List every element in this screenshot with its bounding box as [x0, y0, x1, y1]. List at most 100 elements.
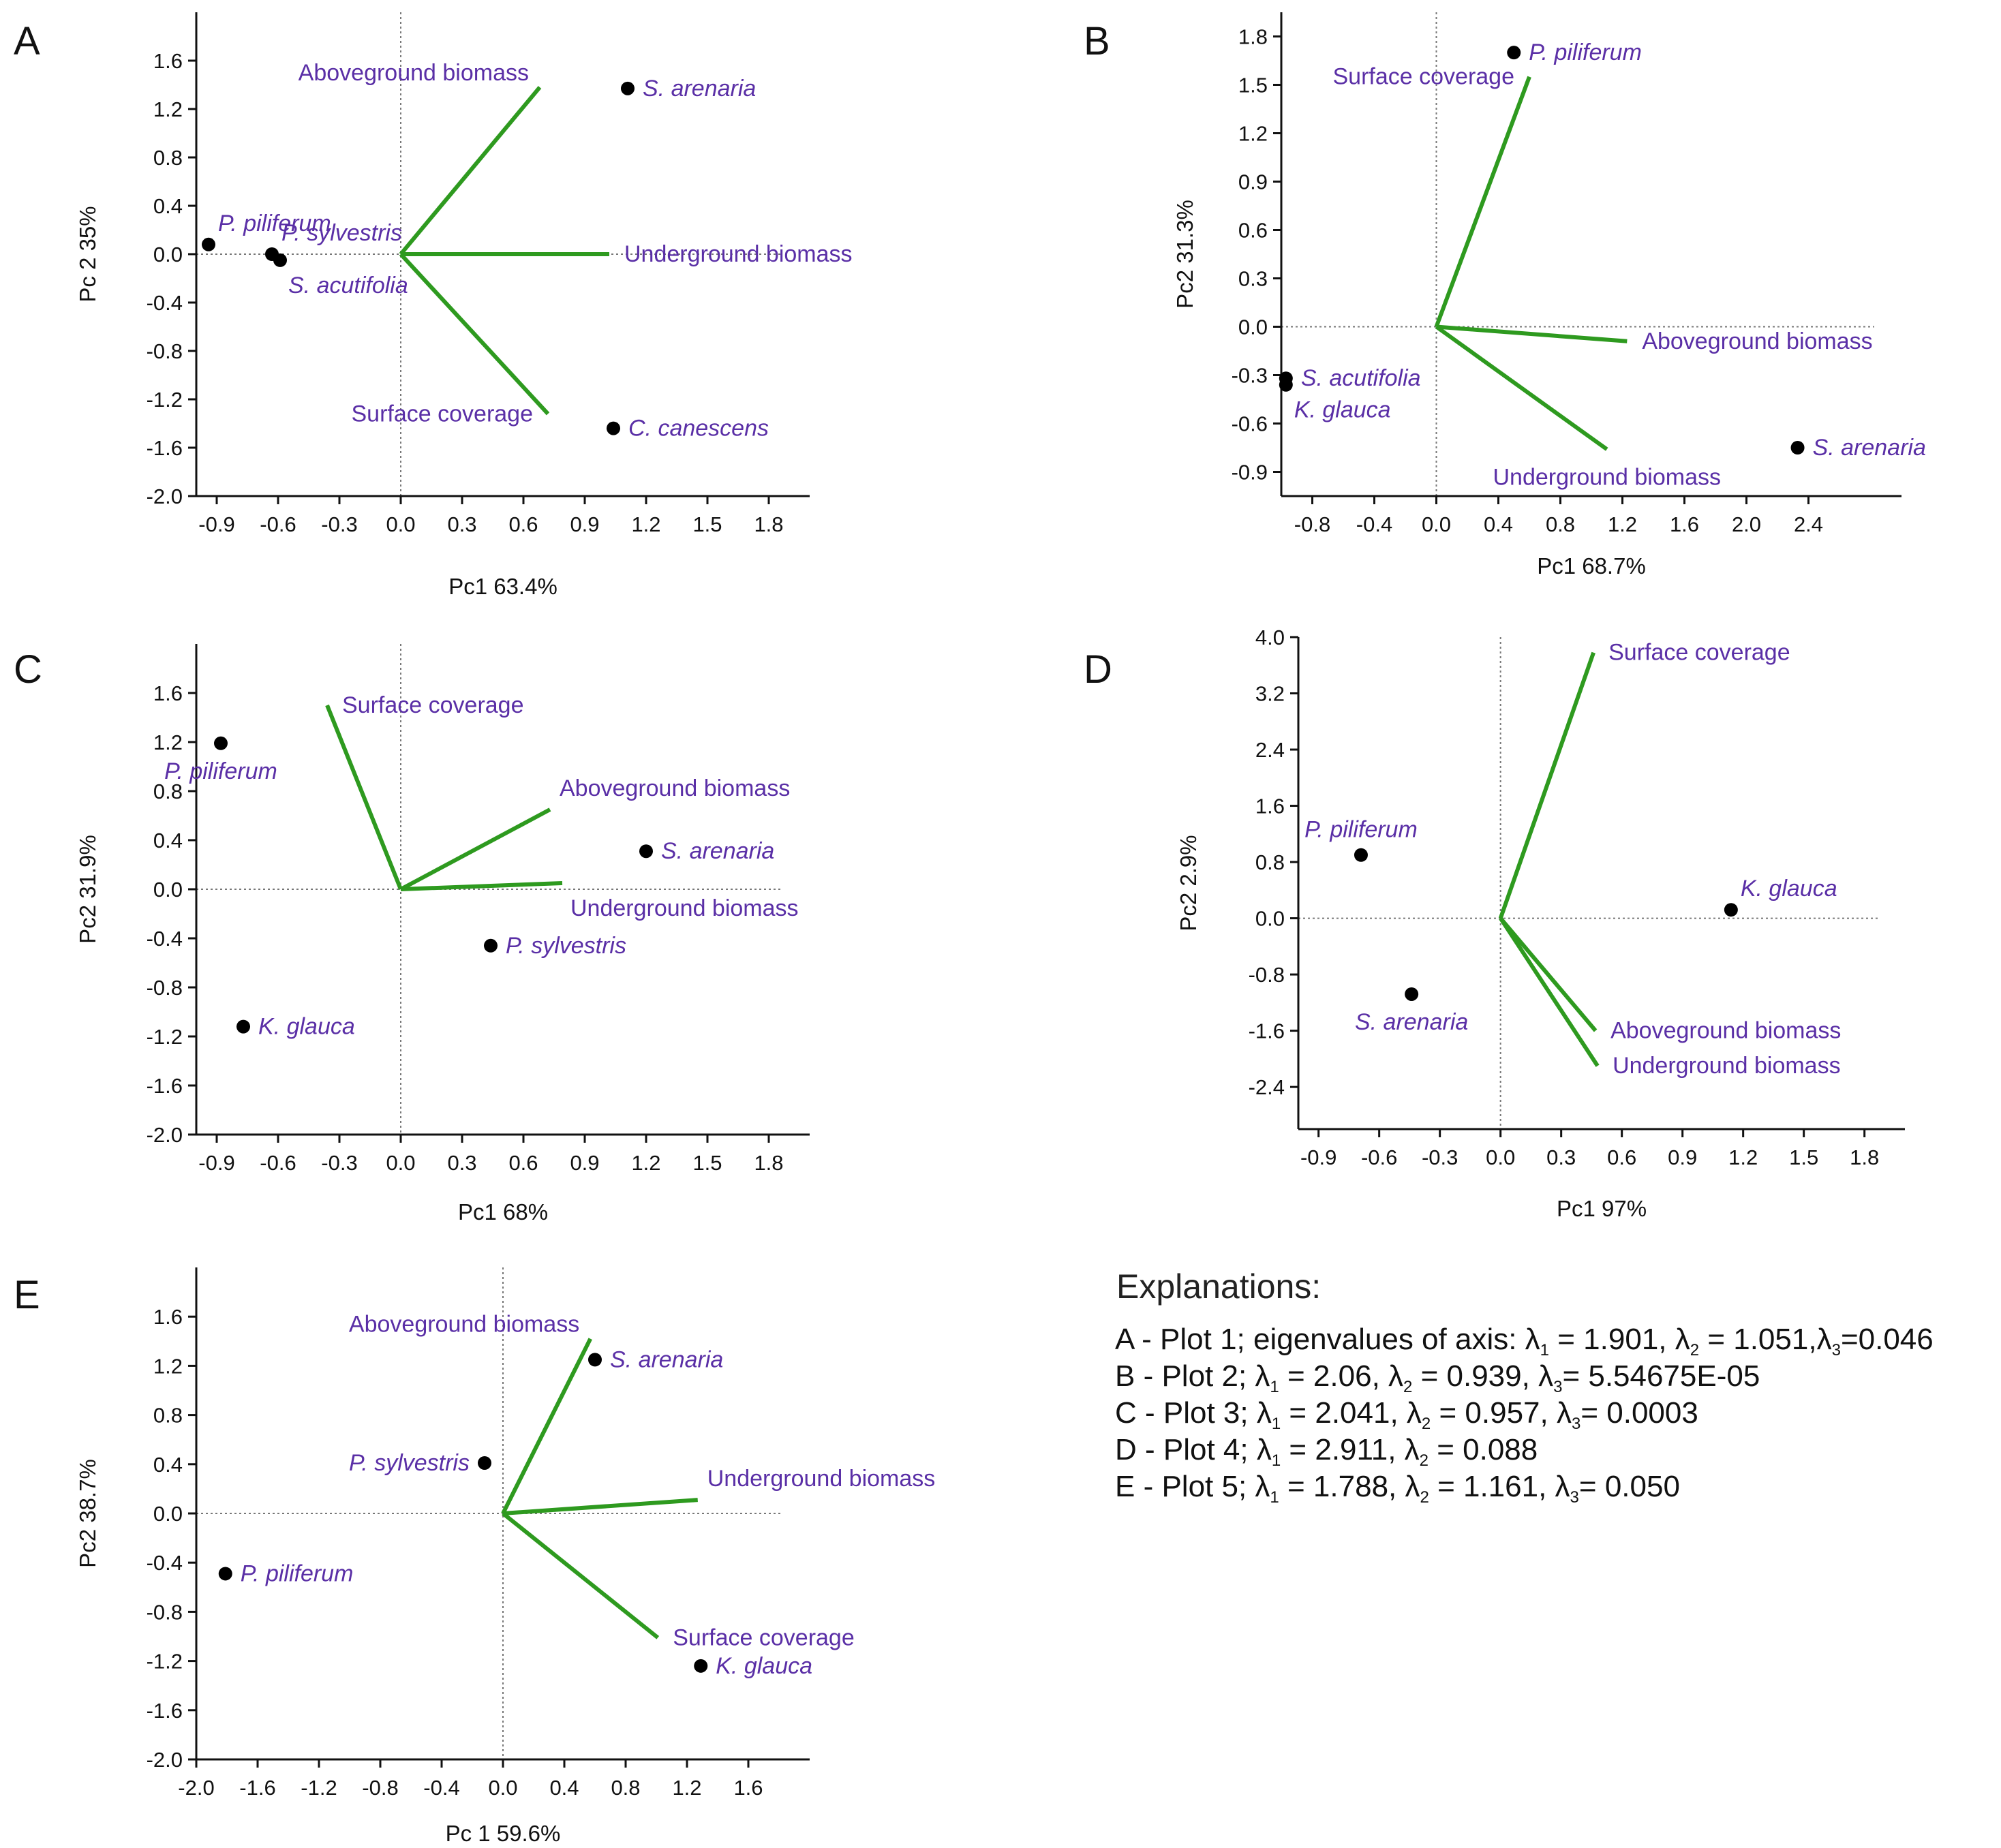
y-tick-label: 1.5 [1238, 74, 1268, 97]
x-tick-label: 1.8 [1850, 1145, 1879, 1169]
x-tick-label: 1.8 [754, 512, 783, 536]
x-tick-label: 0.8 [1546, 512, 1575, 536]
point-k-glauca [236, 1019, 250, 1034]
lambda-subscript: 2 [1422, 1415, 1431, 1433]
lambda-subscript: 2 [1690, 1341, 1699, 1359]
x-tick-label: 1.2 [631, 1151, 660, 1175]
y-tick-label: -0.8 [1249, 963, 1285, 987]
explanation-line-e: E - Plot 5; λ1 = 1.788, λ2 = 1.161, λ3= … [1115, 1470, 1680, 1507]
x-tick-label: 1.5 [692, 1151, 722, 1175]
vector-label: Underground biomass [707, 1466, 936, 1492]
x-tick-label: 0.6 [1607, 1145, 1636, 1169]
lambda-subscript: 2 [1403, 1378, 1412, 1396]
panel-e: E -2.0 -1.6 -1.2 -0.8 -0.4 0.0 0.4 0.8 1.2 1.6 -2.0… [14, 1267, 935, 1846]
x-tick-label: -0.6 [260, 1151, 296, 1175]
x-tick-label: -0.9 [198, 512, 234, 536]
point-label: P. sylvestris [349, 1450, 470, 1476]
x-tick-label: 0.0 [1486, 1145, 1515, 1169]
y-tick-label: 0.8 [1255, 850, 1285, 874]
explanation-text: = 5.54675E-05 [1562, 1359, 1760, 1393]
x-tick-label: -1.2 [301, 1776, 337, 1800]
explanation-text: = 1.051,λ [1699, 1323, 1831, 1356]
explanations-title: Explanations: [1116, 1267, 1321, 1306]
explanation-text: = 2.06, λ [1279, 1359, 1403, 1393]
x-tick-label: -0.3 [321, 512, 357, 536]
y-axis-title: Pc 2 35% [75, 206, 100, 302]
point-label: S. acutifolia [1301, 365, 1421, 391]
point-p-piliferum [214, 736, 228, 750]
point-label: P. piliferum [164, 758, 277, 784]
panel-letter: C [14, 647, 42, 692]
vector-label: Surface coverage [1333, 64, 1515, 90]
y-tick-label: -1.6 [147, 1699, 183, 1723]
x-tick-label: 0.0 [386, 1151, 415, 1175]
y-tick-label: 0.3 [1238, 267, 1268, 291]
x-axis-title: Pc 1 59.6% [446, 1821, 561, 1846]
x-tick-label: -1.6 [239, 1776, 275, 1800]
x-axis-title: Pc1 68.7% [1537, 553, 1646, 579]
y-tick-label: 1.2 [1238, 122, 1268, 146]
y-tick-label: -0.4 [147, 291, 183, 315]
vector-underground-biomass [502, 1498, 698, 1515]
x-tick-label: 1.5 [692, 512, 722, 536]
x-tick-label: -2.0 [178, 1776, 214, 1800]
panel-letter: A [14, 19, 40, 63]
point-label: P. piliferum [241, 1560, 354, 1586]
y-tick-label: 0.9 [1238, 170, 1268, 194]
explanation-line-a: A - Plot 1; eigenvalues of axis: λ1 = 1.… [1115, 1323, 1934, 1359]
point-s-arenaria [588, 1353, 602, 1367]
panel-c: C -2.0 -1.6 -1.2 -0.8 -0.4 0.0 0.4 0.8 1.2 1.6 -0.9… [14, 644, 810, 1225]
x-axis-title: Pc1 97% [1557, 1196, 1647, 1221]
vector-label: Surface coverage [1608, 640, 1790, 666]
y-axis-title: Pc2 31.3% [1172, 200, 1197, 309]
x-tick-label: 1.2 [1608, 512, 1637, 536]
vector-surface-coverage [399, 252, 550, 416]
vector-surface-coverage [502, 1511, 660, 1639]
vector-aboveground-biomass [501, 1338, 592, 1515]
x-tick-label: -0.9 [1300, 1145, 1336, 1169]
vector-surface-coverage [325, 704, 403, 891]
x-tick-label: -0.6 [1361, 1145, 1397, 1169]
point-label: P. piliferum [1304, 817, 1418, 843]
panel-d: D -2.4 -1.6 -0.8 0.0 0.8 1.6 2.4 3.2 4.0 -0.9 -0.6 -… [1084, 626, 1905, 1221]
vector-label: Surface coverage [342, 692, 524, 718]
y-tick-label: 4.0 [1255, 626, 1285, 649]
y-tick-label: -1.2 [147, 1650, 183, 1674]
point-p-piliferum [218, 1567, 232, 1581]
y-tick-label: -0.4 [147, 1551, 183, 1575]
panels: A -2.0 -1.6 -1.2 -0.8 -0.4 0.0 0.4 0.8 1.2 1.6 -0.9… [14, 12, 1926, 1846]
explanations-box: Explanations: A - Plot 1; eigenvalues of… [1115, 1267, 1934, 1507]
vector-surface-coverage [1434, 76, 1531, 328]
explanation-text: = 2.911, λ [1281, 1433, 1419, 1466]
x-tick-label: -0.8 [1294, 512, 1330, 536]
lambda-subscript: 1 [1270, 1378, 1279, 1396]
vector-surface-coverage [1498, 651, 1595, 919]
point-label: C. canescens [628, 416, 769, 442]
vector-label: Aboveground biomass [560, 775, 790, 801]
vector-label: Surface coverage [673, 1624, 855, 1650]
x-tick-label: 1.2 [631, 512, 660, 536]
panel-letter: E [14, 1273, 40, 1317]
x-tick-label: 1.2 [672, 1776, 701, 1800]
y-tick-label: -1.2 [147, 1025, 183, 1049]
y-tick-label: 1.2 [153, 1354, 183, 1378]
y-tick-label: -0.8 [147, 1600, 183, 1624]
x-tick-label: -0.4 [1356, 512, 1392, 536]
vector-aboveground-biomass [399, 86, 542, 256]
lambda-subscript: 2 [1420, 1451, 1429, 1470]
lambda-subscript: 3 [1572, 1415, 1580, 1433]
explanation-text: B - Plot 2; λ [1115, 1359, 1270, 1393]
vector-underground-biomass [1499, 917, 1600, 1067]
x-tick-label: 2.4 [1794, 512, 1823, 536]
vector-label: Aboveground biomass [349, 1312, 579, 1338]
point-p-piliferum [1507, 46, 1521, 60]
x-tick-label: -0.6 [260, 512, 296, 536]
x-tick-label: 1.2 [1728, 1145, 1758, 1169]
lambda-subscript: 1 [1270, 1488, 1279, 1507]
explanation-line-d: D - Plot 4; λ1 = 2.911, λ2 = 0.088 [1115, 1433, 1538, 1470]
x-tick-label: -0.3 [1422, 1145, 1458, 1169]
y-tick-label: 0.4 [153, 829, 183, 852]
x-tick-label: 0.9 [570, 512, 599, 536]
panel-letter: D [1084, 647, 1112, 692]
lambda-subscript: 1 [1540, 1341, 1549, 1359]
